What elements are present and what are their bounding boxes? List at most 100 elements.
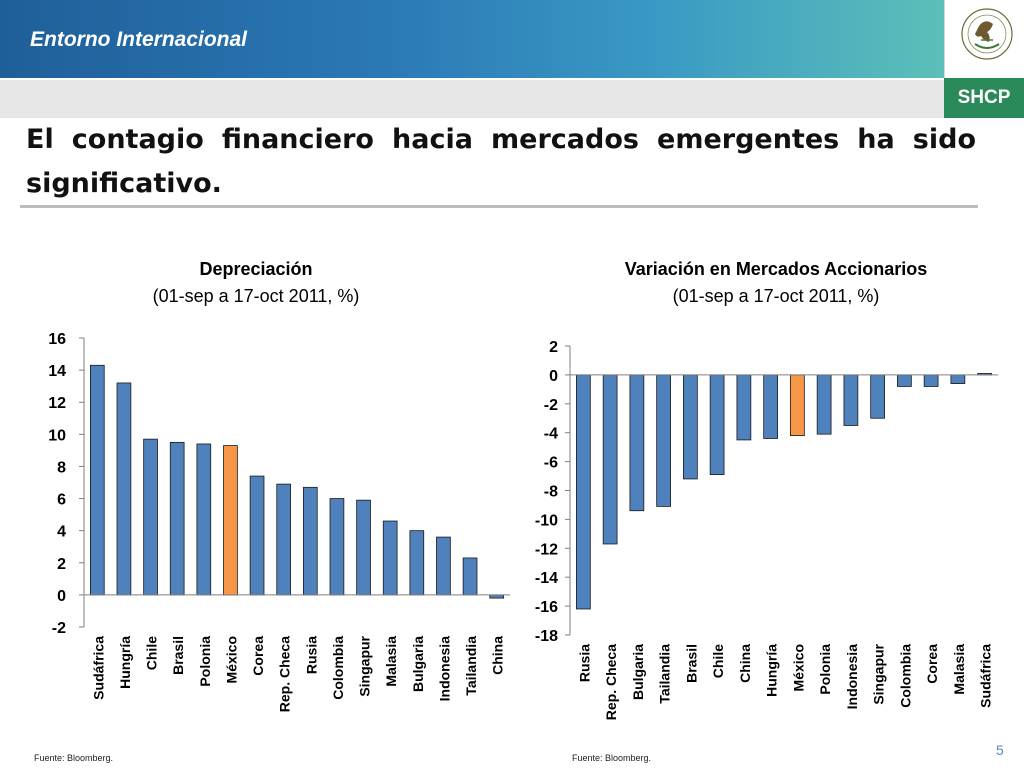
category-label: Chile bbox=[710, 644, 726, 678]
category-label: China bbox=[490, 636, 506, 675]
shcp-logo: SHCP bbox=[944, 78, 1024, 118]
category-label: Rep. Checa bbox=[277, 636, 293, 712]
category-label: Rusia bbox=[303, 636, 319, 674]
bar-sudáfrica bbox=[89, 364, 105, 596]
section-title: Entorno Internacional bbox=[30, 28, 248, 51]
category-label: Colombia bbox=[330, 636, 346, 700]
category-label: Sudáfrica bbox=[978, 644, 994, 708]
bar-colombia bbox=[897, 374, 912, 387]
page-number: 5 bbox=[996, 742, 1004, 758]
y-tick-label: 6 bbox=[57, 492, 66, 509]
bar-brasil bbox=[683, 374, 698, 480]
category-label: Brasil bbox=[683, 644, 699, 683]
bar-bulgaria bbox=[409, 530, 425, 596]
y-tick-label: 10 bbox=[48, 427, 66, 444]
category-label: China bbox=[737, 644, 753, 683]
y-tick-label: -12 bbox=[535, 541, 558, 558]
header-divider bbox=[0, 78, 944, 80]
category-label: Hungría bbox=[764, 644, 780, 697]
bar-corea bbox=[249, 475, 265, 596]
slide-title: El contagio financiero hacia mercados em… bbox=[26, 124, 976, 199]
category-label: Singapur bbox=[871, 643, 887, 704]
bar-rep-checa bbox=[602, 374, 618, 545]
category-label: Singapur bbox=[357, 635, 373, 696]
source-note-left: Fuente: Bloomberg. bbox=[34, 753, 114, 763]
bar-corea bbox=[923, 374, 939, 387]
y-tick-label: 2 bbox=[57, 556, 66, 573]
category-label: Rep. Checa bbox=[603, 644, 619, 720]
category-label: Colombia bbox=[897, 644, 913, 708]
bar-tailandia bbox=[656, 374, 671, 507]
header-band bbox=[0, 0, 944, 78]
y-tick-label: -10 bbox=[535, 512, 558, 529]
category-label: Chile bbox=[144, 636, 160, 670]
bar-rusia bbox=[302, 486, 318, 596]
category-label: Polonia bbox=[197, 636, 213, 687]
y-tick-label: 12 bbox=[48, 395, 66, 412]
bar-chile bbox=[143, 438, 158, 596]
category-label: Hungría bbox=[117, 636, 133, 689]
y-tick-label: 16 bbox=[48, 331, 66, 348]
chart-subtitle: (01-sep a 17-oct 2011, %) bbox=[673, 286, 880, 306]
category-label: Polonia bbox=[817, 644, 833, 695]
category-label: Tailandia bbox=[463, 636, 479, 696]
category-label: México bbox=[223, 636, 239, 683]
bar-singapur bbox=[870, 374, 885, 419]
bar-méxico bbox=[223, 445, 238, 596]
category-label: Bulgaria bbox=[410, 636, 426, 692]
category-label: México bbox=[790, 644, 806, 691]
category-label: Tailandia bbox=[657, 644, 673, 704]
bar-polonia bbox=[816, 374, 832, 435]
category-label: Indonesia bbox=[844, 644, 860, 710]
y-tick-label: -14 bbox=[535, 570, 558, 587]
title-divider bbox=[20, 205, 978, 208]
bar-singapur bbox=[356, 499, 371, 596]
bar-hungría bbox=[116, 382, 132, 596]
chart-mercados-accionarios: Variación en Mercados Accionarios (01-se… bbox=[535, 259, 998, 720]
y-tick-label: -4 bbox=[544, 426, 558, 443]
y-tick-label: -6 bbox=[544, 455, 558, 472]
bar-malasia bbox=[950, 374, 966, 384]
y-tick-label: -8 bbox=[544, 484, 558, 501]
category-label: Corea bbox=[924, 644, 940, 684]
bar-rep-checa bbox=[276, 483, 292, 596]
bar-malasia bbox=[382, 520, 398, 596]
bar-indonesia bbox=[843, 374, 859, 426]
y-tick-label: -2 bbox=[544, 397, 558, 414]
category-label: Indonesia bbox=[436, 636, 452, 702]
bar-polonia bbox=[196, 443, 212, 596]
y-tick-label: 8 bbox=[57, 459, 66, 476]
category-label: Rusia bbox=[576, 644, 592, 682]
bar-hungría bbox=[763, 374, 778, 439]
chart-subtitle: (01-sep a 17-oct 2011, %) bbox=[153, 286, 360, 306]
category-label: Bulgaria bbox=[630, 644, 646, 700]
bar-chile bbox=[709, 374, 725, 476]
chart-title: Variación en Mercados Accionarios bbox=[625, 259, 927, 279]
y-tick-label: 4 bbox=[57, 524, 66, 541]
bar-colombia bbox=[329, 498, 345, 596]
y-tick-label: -2 bbox=[52, 620, 66, 637]
bar-rusia bbox=[576, 374, 591, 610]
bar-tailandia bbox=[462, 557, 478, 596]
y-tick-label: 0 bbox=[549, 368, 558, 385]
bar-china bbox=[736, 374, 752, 441]
category-label: Sudáfrica bbox=[90, 636, 106, 700]
y-tick-label: 0 bbox=[57, 588, 66, 605]
logo-area bbox=[944, 0, 1024, 78]
category-label: Malasia bbox=[951, 644, 967, 695]
chart-depreciacion: Depreciación (01-sep a 17-oct 2011, %) -… bbox=[48, 259, 510, 712]
category-label: Brasil bbox=[170, 636, 186, 675]
mexican-coat-of-arms-icon bbox=[961, 8, 1013, 60]
source-note-right: Fuente: Bloomberg. bbox=[572, 753, 652, 763]
bar-méxico bbox=[790, 374, 805, 436]
y-tick-label: 2 bbox=[549, 339, 558, 356]
category-label: Malasia bbox=[383, 636, 399, 687]
category-label: Corea bbox=[250, 636, 266, 676]
y-tick-label: 14 bbox=[48, 363, 66, 380]
subheader-band bbox=[0, 78, 944, 118]
y-tick-label: -16 bbox=[535, 599, 558, 616]
y-tick-label: -18 bbox=[535, 628, 558, 645]
chart-title: Depreciación bbox=[199, 259, 312, 279]
bar-indonesia bbox=[436, 536, 451, 596]
